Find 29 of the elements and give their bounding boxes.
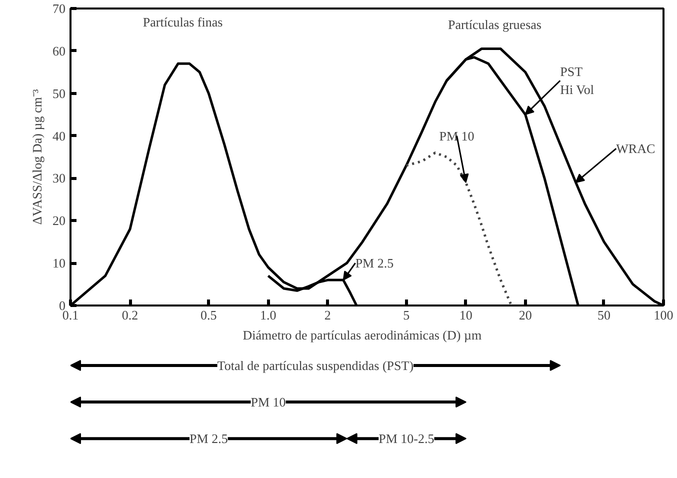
text: PM 2.5: [190, 431, 228, 446]
x-tick-label: 1.0: [260, 308, 276, 322]
y-axis-title: ΔVASS/Δlog Da) µg cm⁻³: [30, 89, 44, 225]
text: PM 10: [250, 394, 286, 410]
x-tick-label: 2: [324, 308, 331, 322]
x-tick-label: 0.2: [122, 308, 138, 322]
x-tick-label: 5: [403, 308, 410, 322]
x-tick-label: 0.5: [200, 308, 217, 322]
text: Total de partículas suspendidas (PST): [217, 358, 414, 373]
annotation: PST Hi Vol: [560, 64, 594, 98]
y-tick-label: 10: [52, 256, 66, 271]
y-tick-label: 50: [52, 86, 66, 101]
x-tick-label: 100: [654, 308, 674, 322]
y-tick-label: 60: [52, 43, 66, 58]
text: PM 10-2.5: [378, 431, 434, 446]
annotation: Partículas finas: [142, 14, 223, 30]
y-tick-label: 30: [52, 170, 66, 186]
x-tick-label: 20: [518, 308, 532, 322]
x-axis-title: Diámetro de partículas aerodinámicas (D) µm: [242, 328, 482, 342]
y-tick-label: 20: [52, 213, 66, 228]
x-tick-label: 50: [597, 308, 610, 322]
annotation: PM 10: [439, 128, 474, 144]
x-tick-label: 10: [459, 308, 472, 322]
y-tick-label: 70: [52, 1, 66, 16]
annotation: Partículas gruesas: [448, 16, 542, 32]
annotation: PM 2.5: [355, 256, 394, 271]
y-tick-label: 40: [52, 128, 66, 144]
y-tick-label: 0: [59, 298, 66, 313]
annotation: WRAC: [616, 141, 656, 156]
